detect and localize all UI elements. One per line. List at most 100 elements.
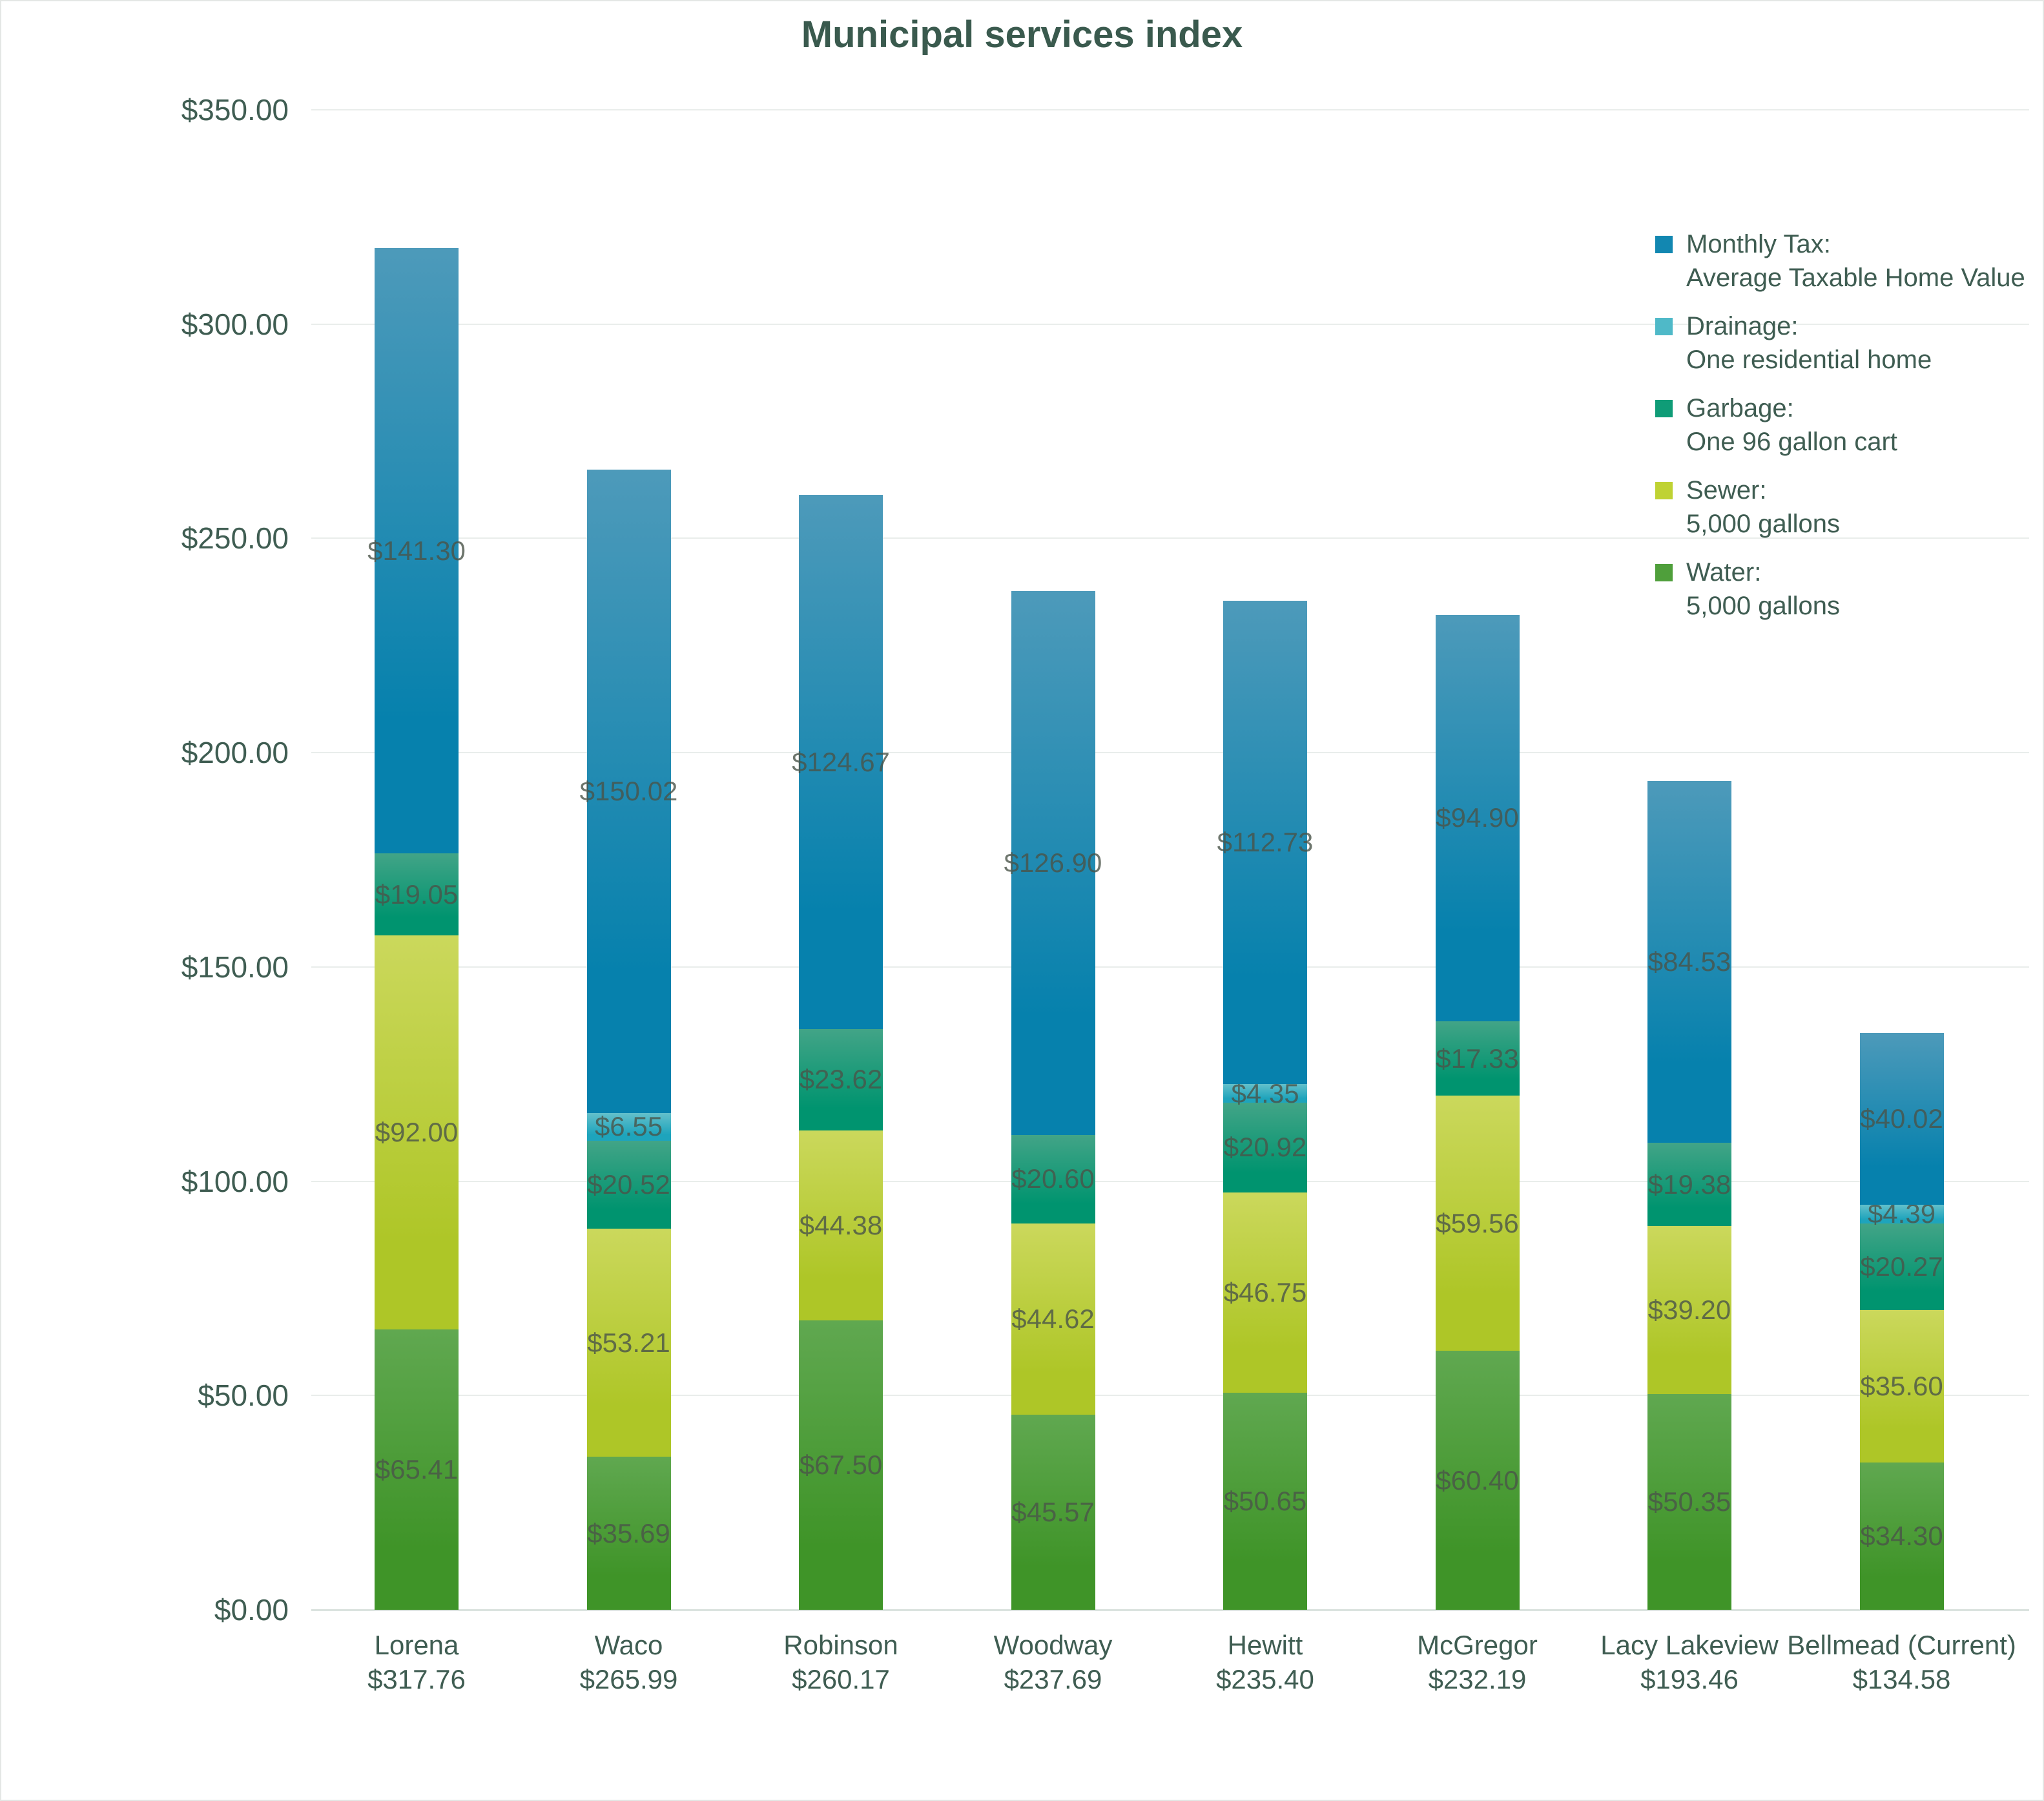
bar-segment-water: $67.50: [799, 1320, 883, 1610]
bar-segment-garbage: $20.27: [1859, 1223, 1944, 1311]
segment-value-label: $20.60: [1011, 1163, 1095, 1194]
bar-segment-monthly-tax: $141.30: [367, 247, 466, 854]
bar-segment-water: $50.35: [1647, 1393, 1731, 1610]
bar-segment-sewer: $53.21: [586, 1229, 671, 1457]
x-axis-category-label: Lacy Lakeview $193.46: [1541, 1628, 1838, 1696]
category-name: Hewitt: [1227, 1630, 1303, 1660]
segment-value-label: $20.52: [587, 1169, 670, 1200]
bar-segment-drainage: $4.35: [1223, 1078, 1307, 1109]
segment-value-label: $23.62: [799, 1064, 883, 1095]
bar-segment-sewer: $44.62: [1011, 1223, 1095, 1415]
segment-value-label: $35.69: [587, 1517, 670, 1548]
legend-series-desc: 5,000 gallons: [1686, 510, 1840, 538]
legend-label: Sewer: 5,000 gallons: [1686, 474, 2044, 541]
legend-series-name: Sewer:: [1686, 476, 1767, 505]
y-axis-tick-label: $50.00: [198, 1379, 289, 1413]
legend-item-monthly-tax: Monthly Tax: Average Taxable Home Value: [1655, 227, 2044, 295]
legend-series-desc: One 96 gallon cart: [1686, 428, 1897, 456]
x-axis-category-label: Bellmead (Current) $134.58: [1753, 1628, 2044, 1696]
gridline: [311, 537, 2029, 539]
bar-segment-sewer: $39.20: [1647, 1225, 1731, 1394]
bar-segment-sewer: $59.56: [1435, 1096, 1520, 1351]
bar-segment-garbage: $20.60: [1011, 1134, 1095, 1223]
bar-segment-sewer: $44.38: [799, 1130, 883, 1321]
bar-segment-water: $35.69: [586, 1457, 671, 1610]
legend-series-desc: Average Taxable Home Value: [1686, 264, 2025, 292]
gridline: [311, 1180, 2029, 1182]
category-total: $193.46: [1640, 1664, 1739, 1694]
bar-segment-monthly-tax: $112.73: [1217, 601, 1313, 1085]
segment-value-label: $6.55: [594, 1111, 663, 1142]
segment-value-label: $34.30: [1860, 1521, 1943, 1552]
legend-label: Water: 5,000 gallons: [1686, 556, 2044, 623]
segment-value-label: $40.02: [1860, 1103, 1943, 1134]
x-axis-category-label: Lorena $317.76: [268, 1628, 565, 1696]
x-axis-category-label: Woodway $237.69: [905, 1628, 1202, 1696]
segment-value-label: $44.62: [1011, 1303, 1095, 1334]
bar-segment-monthly-tax: $84.53: [1647, 780, 1731, 1143]
segment-value-label: $50.65: [1223, 1485, 1307, 1516]
segment-value-label: $50.35: [1647, 1486, 1731, 1517]
legend-item-drainage: Drainage: One residential home: [1655, 309, 2044, 377]
segment-value-label: $60.40: [1436, 1464, 1519, 1495]
bar-segment-water: $45.57: [1011, 1414, 1095, 1610]
y-axis-tick-label: $150.00: [181, 950, 289, 984]
bar-segment-garbage: $17.33: [1435, 1021, 1520, 1096]
legend-series-name: Water:: [1686, 558, 1762, 587]
segment-value-label: $44.38: [799, 1209, 883, 1240]
bar-segment-monthly-tax: $40.02: [1859, 1033, 1944, 1205]
segment-value-label: $112.73: [1217, 827, 1314, 858]
legend-label: Monthly Tax: Average Taxable Home Value: [1686, 227, 2044, 295]
x-axis-baseline: [311, 1609, 2029, 1611]
category-name: Bellmead (Current): [1787, 1630, 2016, 1660]
bar-segment-garbage: $23.62: [799, 1029, 883, 1130]
segment-value-label: $17.33: [1436, 1043, 1519, 1074]
legend-label: Drainage: One residential home: [1686, 309, 2044, 377]
y-axis-tick-label: $250.00: [181, 521, 289, 556]
gridline: [311, 966, 2029, 968]
x-axis-category-label: McGregor $232.19: [1329, 1628, 1626, 1696]
legend-item-sewer: Sewer: 5,000 gallons: [1655, 474, 2044, 541]
y-axis-tick-label: $350.00: [181, 93, 289, 127]
legend-series-desc: One residential home: [1686, 346, 1932, 374]
legend-swatch-drainage: [1655, 318, 1673, 335]
category-total: $237.69: [1004, 1664, 1102, 1694]
bar-segment-drainage: $6.55: [586, 1111, 671, 1142]
segment-value-label: $20.27: [1860, 1251, 1943, 1282]
gridline: [311, 1395, 2029, 1397]
category-total: $232.19: [1428, 1664, 1527, 1694]
bar-segment-monthly-tax: $124.67: [792, 494, 890, 1030]
bar-segment-garbage: $20.52: [586, 1141, 671, 1229]
bar-segment-garbage: $19.38: [1647, 1143, 1731, 1226]
segment-value-label: $92.00: [375, 1116, 459, 1147]
category-total: $235.40: [1216, 1664, 1314, 1694]
bar-segment-drainage: $4.39: [1859, 1198, 1944, 1229]
segment-value-label: $39.20: [1647, 1294, 1731, 1325]
legend-item-water: Water: 5,000 gallons: [1655, 556, 2044, 623]
segment-value-label: $19.05: [375, 879, 459, 910]
y-axis-tick-label: $300.00: [181, 307, 289, 341]
bar-segment-monthly-tax: $126.90: [1004, 591, 1102, 1135]
bar-segment-monthly-tax: $150.02: [580, 470, 677, 1113]
category-total: $317.76: [367, 1664, 466, 1694]
x-axis-category-label: Robinson $260.17: [692, 1628, 989, 1696]
category-name: Lacy Lakeview: [1600, 1630, 1779, 1660]
chart-title: Municipal services index: [801, 14, 1243, 56]
bar-segment-water: $60.40: [1435, 1351, 1520, 1610]
bar-segment-sewer: $46.75: [1223, 1192, 1307, 1393]
bar-segment-garbage: $20.92: [1223, 1103, 1307, 1192]
segment-value-label: $20.92: [1223, 1132, 1307, 1163]
segment-value-label: $141.30: [367, 535, 466, 566]
segment-value-label: $46.75: [1223, 1276, 1307, 1307]
segment-value-label: $53.21: [587, 1327, 670, 1358]
bar-segment-water: $34.30: [1859, 1463, 1944, 1610]
bar-segment-sewer: $35.60: [1859, 1310, 1944, 1463]
segment-value-label: $65.41: [375, 1454, 459, 1485]
segment-value-label: $150.02: [579, 775, 678, 806]
category-name: Waco: [594, 1630, 663, 1660]
category-name: Woodway: [993, 1630, 1113, 1660]
gridline: [311, 752, 2029, 754]
legend-item-garbage: Garbage: One 96 gallon cart: [1655, 391, 2044, 459]
gridline: [311, 323, 2029, 325]
legend-series-name: Drainage:: [1686, 312, 1799, 340]
